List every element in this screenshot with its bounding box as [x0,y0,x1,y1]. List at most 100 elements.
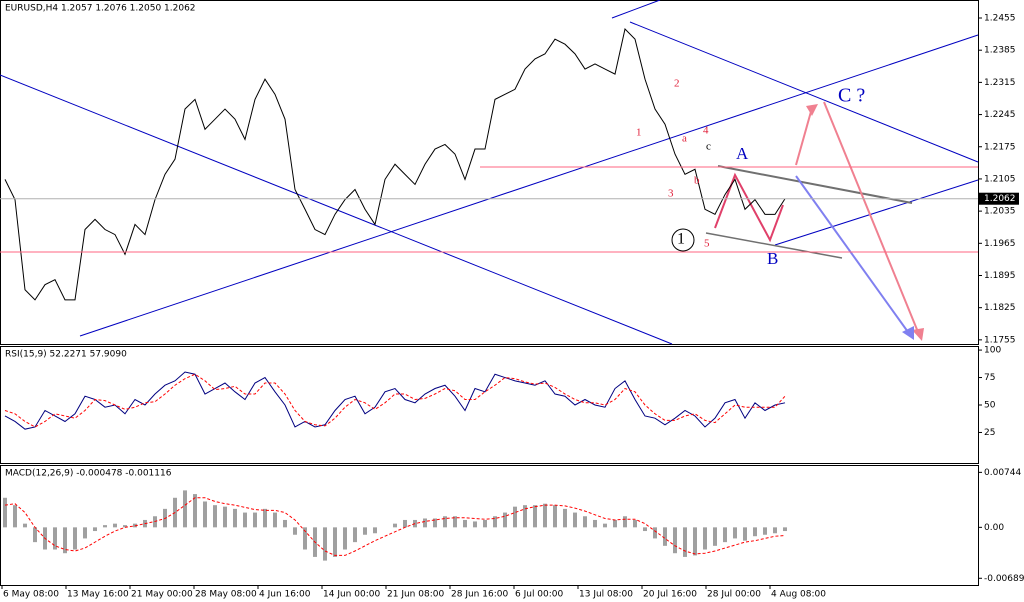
macd-bar [183,490,187,528]
x-tick-label: 6 May 08:00 [3,590,59,600]
macd-bar [103,525,107,528]
annotation: B [767,249,778,268]
macd-bar [303,527,307,550]
x-tick-label: 21 May 00:00 [131,590,193,600]
y-tick-label: 1.2175 [984,142,1016,152]
macd-bar [53,527,57,550]
macd-bar [683,527,687,557]
annotation: 5 [704,238,710,250]
y-tick-label: 50 [984,401,996,411]
macd-bar [733,527,737,539]
y-tick-label: 1.1895 [984,271,1016,281]
wave-path [714,172,784,243]
forecast-arrow [823,101,919,333]
trend-line [629,21,979,163]
y-tick-label: 0.00744 [984,468,1021,478]
y-tick-label: 1.2315 [984,78,1016,88]
panel-title: RSI(15,9) 52.2271 57.9090 [5,350,127,360]
x-tick-label: 21 Jun 08:00 [387,590,444,600]
annotation: 1 [636,127,642,139]
macd-bar [373,527,377,534]
macd-bar [493,516,497,528]
macd-bar [33,527,37,543]
annotation: 3 [668,188,674,200]
y-tick-label: 1.1965 [984,239,1016,249]
x-tick-label: 20 Jul 16:00 [643,590,697,600]
x-tick-label: 4 Aug 08:00 [771,590,826,600]
macd-bar [263,508,267,528]
macd-bar [613,519,617,528]
y-tick-label: 1.1755 [984,335,1016,345]
y-tick-label: 1.2105 [984,174,1016,184]
arrow-head [806,104,818,116]
macd-bar [193,494,197,528]
macd-bar [433,518,437,528]
macd-bar [123,525,127,528]
wave-circle [671,228,695,252]
macd-bar [653,527,657,539]
macd-bar [483,519,487,528]
current-price-label: 1.2062 [984,194,1016,204]
macd-bar [13,505,17,528]
panel-title: EURUSD,H4 1.2057 1.2076 1.2050 1.2062 [5,4,196,14]
macd-bar [543,503,547,528]
current-price-box [979,192,1019,205]
macd-bar [633,519,637,528]
macd-bar [703,527,707,550]
series-line [4,373,786,428]
plot-layer: EURUSD,H4 1.2057 1.2076 1.2050 1.2062 1.2… [0,4,1024,600]
macd-bar [343,527,347,550]
macd-bar [233,508,237,528]
macd-bar [713,527,717,546]
annotation: A [736,144,749,163]
macd-frame [0,465,979,586]
macd-bar [523,505,527,528]
y-tick-label: 75 [984,373,995,383]
trend-line [774,179,979,246]
y-tick-label: 100 [984,346,1001,356]
trend-lines [0,0,979,345]
macd-bar [283,519,287,528]
y-tick-label: 1.2035 [984,207,1016,217]
macd-bar [463,519,467,528]
macd-bar [363,527,367,535]
panel-frames [0,0,979,586]
macd-bar [353,527,357,543]
macd-bar [393,523,397,528]
macd-bar [673,527,677,554]
annotation: 4 [703,125,709,137]
panel-title: MACD(12,26,9) -0.000478 -0.001116 [5,469,172,479]
y-tick-label: 0.00 [984,523,1004,533]
macd-bar [203,501,207,528]
macd-bar [533,505,537,528]
annotation: 2 [674,78,680,90]
macd-bar [423,518,427,528]
macd-bar [453,516,457,528]
macd-bar [753,527,757,537]
macd-bar [293,527,297,535]
y-tick-label: 1.2455 [984,14,1016,24]
x-tick-label: 13 May 16:00 [67,590,129,600]
x-tick-label: 13 Jul 08:00 [579,590,633,600]
macd-bar [503,512,507,528]
macd-bar [553,505,557,528]
x-tick-label: 4 Jun 16:00 [259,590,311,600]
series-line [4,28,786,301]
macd-bar [723,527,727,543]
macd-bar [323,527,327,561]
annotation: b [694,175,700,187]
macd-bar [603,523,607,528]
annotation: C ? [838,85,865,107]
x-tick-label: 28 Jul 00:00 [707,590,761,600]
y-tick-label: 25 [984,428,995,438]
macd-bar [583,516,587,528]
macd-bar [443,516,447,528]
y-tick-label: 1.2385 [984,46,1016,56]
rsi-frame [0,346,979,464]
macd-bar [743,527,747,541]
forecast-arrow [795,107,813,166]
x-tick-label: 6 Jul 00:00 [515,590,564,600]
annotation: 1 [677,231,685,248]
macd-bar [243,512,247,528]
forecast-arrow [795,175,909,333]
